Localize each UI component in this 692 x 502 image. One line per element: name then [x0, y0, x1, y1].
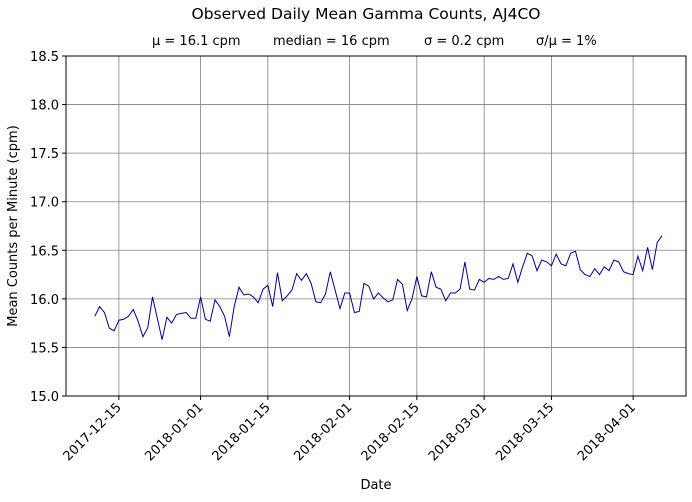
- plot-frame: [65, 55, 687, 397]
- grid: [66, 55, 686, 397]
- x-tick-label: 2018-02-01: [291, 400, 355, 464]
- subtitle-ratio: σ/μ = 1%: [536, 34, 597, 49]
- x-axis-label: Date: [360, 478, 391, 493]
- y-tick-label: 15.5: [30, 341, 59, 356]
- x-tick-label: 2017-12-15: [61, 400, 125, 464]
- y-tick-label: 18.0: [30, 99, 59, 114]
- chart-subtitle: μ = 16.1 cpm median = 16 cpm σ = 0.2 cpm…: [152, 34, 597, 49]
- y-axis: 15.0 15.5 16.0 16.5 17.0 17.5 18.0 18.5: [30, 50, 66, 405]
- subtitle-mean: μ = 16.1 cpm: [152, 34, 241, 49]
- subtitle-sigma: σ = 0.2 cpm: [424, 34, 504, 49]
- x-tick-label: 2018-03-01: [426, 400, 490, 464]
- subtitle-median: median = 16 cpm: [273, 34, 390, 49]
- x-tick-label: 2018-01-01: [142, 400, 206, 464]
- y-tick-label: 16.5: [30, 244, 59, 259]
- y-tick-label: 18.5: [30, 50, 59, 65]
- x-tick-label: 2018-03-15: [493, 400, 557, 464]
- y-tick-label: 17.0: [30, 196, 59, 211]
- y-tick-label: 16.0: [30, 293, 59, 308]
- y-tick-label: 17.5: [30, 147, 59, 162]
- x-tick-label: 2018-01-15: [210, 400, 274, 464]
- chart-title: Observed Daily Mean Gamma Counts, AJ4CO: [192, 5, 541, 23]
- x-axis: 2017-12-15 2018-01-01 2018-01-15 2018-02-01…: [61, 396, 639, 464]
- x-tick-label: 2018-04-01: [575, 400, 639, 464]
- series-line: [94, 235, 663, 340]
- y-tick-label: 15.0: [30, 390, 59, 405]
- x-tick-label: 2018-02-15: [359, 400, 423, 464]
- y-axis-label: Mean Counts per Minute (cpm): [6, 125, 21, 327]
